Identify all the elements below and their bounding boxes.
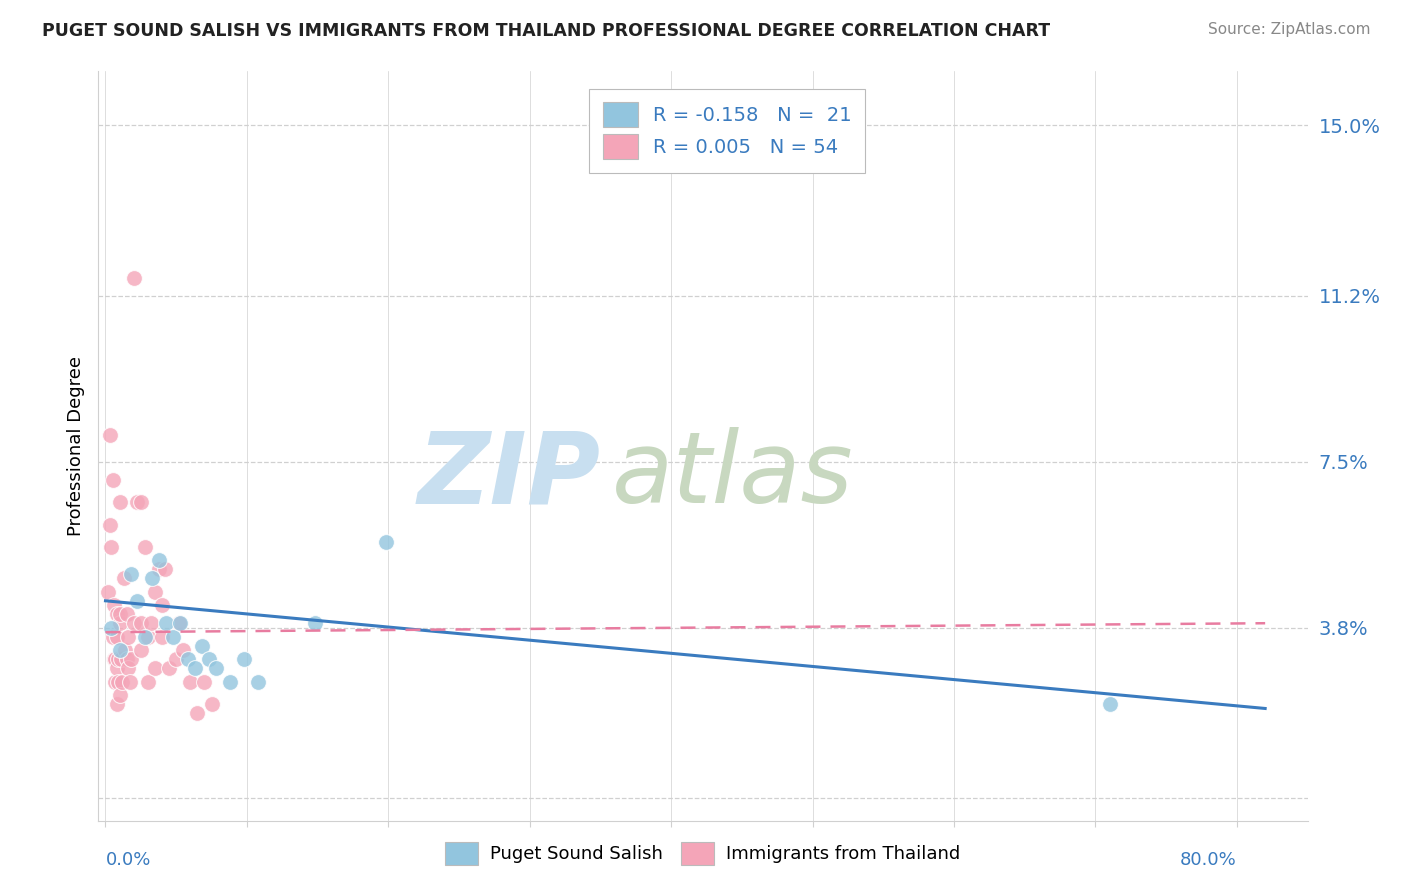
Point bbox=[148, 553, 170, 567]
Point bbox=[120, 652, 142, 666]
Point bbox=[100, 621, 122, 635]
Text: Source: ZipAtlas.com: Source: ZipAtlas.com bbox=[1208, 22, 1371, 37]
Point bbox=[143, 661, 166, 675]
Point bbox=[179, 674, 201, 689]
Point bbox=[1098, 697, 1121, 711]
Legend: R = -0.158   N =  21, R = 0.005   N = 54: R = -0.158 N = 21, R = 0.005 N = 54 bbox=[589, 88, 865, 172]
Point bbox=[165, 652, 187, 666]
Point bbox=[136, 674, 159, 689]
Point bbox=[101, 630, 124, 644]
Legend: Puget Sound Salish, Immigrants from Thailand: Puget Sound Salish, Immigrants from Thai… bbox=[436, 833, 970, 874]
Point bbox=[111, 674, 134, 689]
Point bbox=[193, 674, 215, 689]
Point bbox=[104, 652, 127, 666]
Point bbox=[120, 566, 142, 581]
Point bbox=[115, 652, 138, 666]
Point bbox=[150, 630, 173, 644]
Point bbox=[107, 674, 129, 689]
Point bbox=[162, 630, 184, 644]
Point bbox=[190, 639, 212, 653]
Point bbox=[105, 607, 128, 622]
Point bbox=[134, 630, 156, 644]
Point bbox=[129, 495, 152, 509]
Point bbox=[107, 652, 129, 666]
Text: 80.0%: 80.0% bbox=[1180, 851, 1237, 869]
Point bbox=[110, 652, 132, 666]
Point bbox=[219, 674, 242, 689]
Point bbox=[233, 652, 256, 666]
Point bbox=[98, 517, 121, 532]
Point bbox=[186, 706, 208, 720]
Point bbox=[247, 674, 270, 689]
Text: PUGET SOUND SALISH VS IMMIGRANTS FROM THAILAND PROFESSIONAL DEGREE CORRELATION C: PUGET SOUND SALISH VS IMMIGRANTS FROM TH… bbox=[42, 22, 1050, 40]
Point bbox=[108, 495, 131, 509]
Point bbox=[117, 661, 139, 675]
Point bbox=[97, 584, 120, 599]
Text: ZIP: ZIP bbox=[418, 427, 600, 524]
Point bbox=[108, 688, 131, 702]
Point bbox=[115, 607, 138, 622]
Point bbox=[103, 652, 125, 666]
Point bbox=[139, 616, 162, 631]
Point bbox=[108, 643, 131, 657]
Text: atlas: atlas bbox=[613, 427, 853, 524]
Point bbox=[134, 540, 156, 554]
Point bbox=[136, 630, 159, 644]
Point bbox=[125, 594, 148, 608]
Point bbox=[98, 427, 121, 442]
Point bbox=[374, 535, 396, 549]
Point bbox=[114, 643, 136, 657]
Point bbox=[125, 495, 148, 509]
Point bbox=[204, 661, 226, 675]
Point bbox=[172, 643, 194, 657]
Point bbox=[101, 473, 124, 487]
Point bbox=[112, 571, 135, 585]
Point bbox=[129, 643, 152, 657]
Point bbox=[148, 562, 170, 576]
Point bbox=[108, 607, 131, 622]
Point bbox=[200, 697, 222, 711]
Point bbox=[105, 697, 128, 711]
Point bbox=[155, 616, 177, 631]
Point bbox=[150, 599, 173, 613]
Point bbox=[197, 652, 219, 666]
Text: 0.0%: 0.0% bbox=[105, 851, 150, 869]
Point bbox=[153, 562, 176, 576]
Point bbox=[183, 661, 205, 675]
Point bbox=[157, 661, 180, 675]
Point bbox=[105, 630, 128, 644]
Point bbox=[122, 270, 145, 285]
Point bbox=[129, 616, 152, 631]
Point bbox=[122, 616, 145, 631]
Point bbox=[100, 540, 122, 554]
Point bbox=[117, 630, 139, 644]
Point bbox=[104, 674, 127, 689]
Point bbox=[105, 661, 128, 675]
Point bbox=[167, 616, 190, 631]
Point bbox=[143, 584, 166, 599]
Y-axis label: Professional Degree: Professional Degree bbox=[66, 356, 84, 536]
Point bbox=[141, 571, 163, 585]
Point bbox=[108, 616, 131, 631]
Point bbox=[176, 652, 198, 666]
Point bbox=[169, 616, 191, 631]
Point bbox=[103, 599, 125, 613]
Point bbox=[118, 674, 141, 689]
Point bbox=[304, 616, 326, 631]
